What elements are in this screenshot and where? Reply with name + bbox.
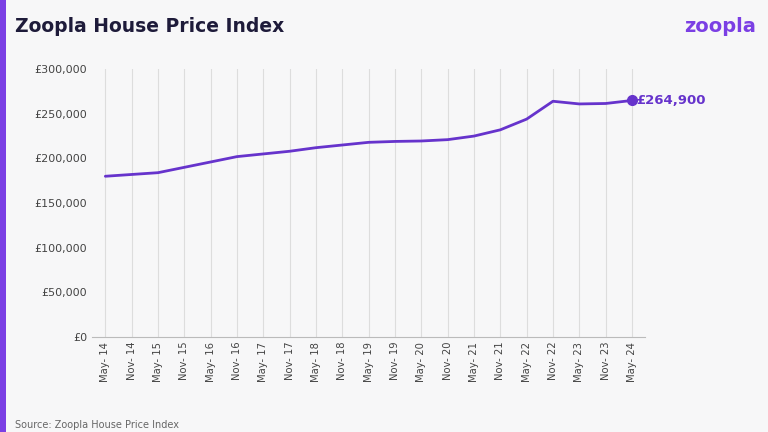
Text: £264,900: £264,900: [636, 94, 705, 107]
Text: Source: Zoopla House Price Index: Source: Zoopla House Price Index: [15, 420, 180, 430]
Text: Zoopla House Price Index: Zoopla House Price Index: [15, 17, 285, 36]
Text: zoopla: zoopla: [684, 17, 756, 36]
